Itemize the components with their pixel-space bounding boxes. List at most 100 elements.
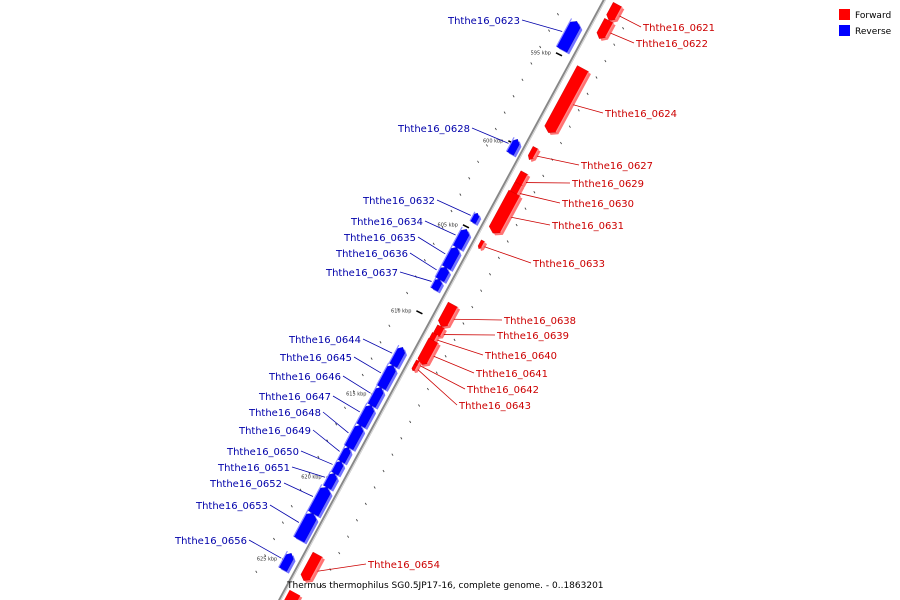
gene-feature-ththe16_0624[interactable]: [544, 65, 591, 135]
gene-highlight: [330, 459, 339, 472]
gene-label-ththe16_0645[interactable]: Ththe16_0645: [279, 353, 352, 364]
gene-label-ththe16_0634[interactable]: Ththe16_0634: [350, 217, 423, 228]
minor-tick: [364, 502, 367, 506]
minor-tick: [441, 226, 444, 229]
leader-line: [317, 563, 367, 572]
gene-label-ththe16_0630[interactable]: Ththe16_0630: [561, 199, 634, 210]
minor-tick: [361, 373, 364, 377]
leader-line: [409, 252, 437, 271]
gene-label-ththe16_0650[interactable]: Ththe16_0650: [226, 447, 299, 458]
gene-label-ththe16_0644[interactable]: Ththe16_0644: [288, 335, 361, 346]
leader-line: [399, 271, 432, 282]
gene-body: [355, 405, 375, 428]
gene-feature-ththe16_0644[interactable]: [388, 344, 407, 370]
legend: Forward Reverse: [839, 9, 892, 37]
gene-label-ththe16_0629[interactable]: Ththe16_0629: [571, 179, 644, 190]
gene-shadow: [480, 242, 488, 252]
gene-feature-ththe16_0632[interactable]: [469, 211, 482, 226]
minor-tick: [290, 504, 293, 508]
gene-feature-ththe16_0637[interactable]: [430, 277, 444, 294]
gene-label-ththe16_0638[interactable]: Ththe16_0638: [503, 316, 576, 327]
gene-highlight: [430, 277, 437, 288]
gene-label-ththe16_0652[interactable]: Ththe16_0652: [209, 479, 282, 490]
gene-feature-ththe16_0654[interactable]: [300, 551, 325, 583]
minor-tick: [494, 127, 497, 131]
minor-tick: [388, 324, 391, 328]
gene-label-ththe16_0628[interactable]: Ththe16_0628: [397, 124, 470, 135]
minor-tick: [400, 437, 403, 440]
minor-tick: [568, 125, 571, 128]
gene-label-ththe16_0656[interactable]: Ththe16_0656: [174, 536, 247, 547]
gene-label-ththe16_0643[interactable]: Ththe16_0643: [458, 401, 531, 412]
minor-tick: [515, 223, 518, 227]
leader-line: [424, 220, 456, 236]
tick-label: 620 kbp: [301, 474, 321, 480]
gene-feature-ththe16_0635[interactable]: [441, 244, 462, 272]
gene-shadow: [414, 366, 420, 374]
gene-label-ththe16_0648[interactable]: Ththe16_0648: [248, 408, 321, 419]
gene-label-ththe16_0653[interactable]: Ththe16_0653: [195, 501, 268, 512]
minor-tick-marks: [255, 12, 625, 588]
gene-feature-ththe16_0636[interactable]: [434, 264, 452, 284]
gene-highlight: [605, 22, 614, 38]
leader-line: [332, 395, 361, 413]
major-tick: [416, 310, 423, 315]
gene-feature-ththe16_0647[interactable]: [355, 402, 377, 430]
gene-feature-ththe16_0631[interactable]: [488, 189, 523, 236]
gene-label-ththe16_0642[interactable]: Ththe16_0642: [466, 385, 539, 396]
gene-highlight: [447, 307, 459, 326]
gene-feature-ththe16_0641[interactable]: [417, 337, 441, 367]
gene-label-ththe16_0636[interactable]: Ththe16_0636: [335, 249, 408, 260]
tick-label: 625 kbp: [257, 556, 277, 562]
gene-label-ththe16_0621[interactable]: Ththe16_0621: [642, 23, 715, 34]
gene-label-ththe16_0633[interactable]: Ththe16_0633: [532, 259, 605, 270]
gene-label-ththe16_0649[interactable]: Ththe16_0649: [238, 426, 311, 437]
gene-feature-ththe16_0621[interactable]: [606, 2, 625, 23]
gene-feature-ththe16_0633[interactable]: [477, 239, 488, 252]
leader-line: [471, 127, 509, 144]
minor-tick: [299, 488, 302, 492]
gene-feature-ththe16_0627[interactable]: [528, 146, 541, 162]
gene-body: [488, 189, 521, 234]
gene-body: [284, 589, 301, 600]
gene-label-ththe16_0623[interactable]: Ththe16_0623: [447, 16, 520, 27]
gene-feature-ththe16_0639[interactable]: [433, 324, 447, 339]
gene-feature-ththe16_0628[interactable]: [505, 137, 522, 158]
gene-highlight: [521, 174, 529, 186]
minor-tick: [382, 469, 385, 473]
legend-forward-label: Forward: [855, 11, 891, 21]
gene-label-ththe16_0622[interactable]: Ththe16_0622: [635, 39, 708, 50]
gene-label-ththe16_0641[interactable]: Ththe16_0641: [475, 369, 548, 380]
gene-label-ththe16_0632[interactable]: Ththe16_0632: [362, 196, 435, 207]
gene-feature-ththe16_0643[interactable]: [411, 363, 420, 374]
gene-feature-ththe16_0622[interactable]: [596, 18, 616, 41]
leader-line: [437, 339, 484, 356]
tick-label: 600 kbp: [483, 138, 503, 144]
gene-highlight: [451, 226, 463, 246]
minor-tick: [308, 472, 311, 475]
gene-label-ththe16_0631[interactable]: Ththe16_0631: [551, 221, 624, 232]
gene-feature-ththe16_0652[interactable]: [307, 484, 333, 519]
gene-feature-ththe16_0656[interactable]: [278, 550, 296, 574]
leader-line: [291, 466, 326, 478]
gene-feature-ththe16_0646[interactable]: [366, 384, 386, 410]
gene-label-ththe16_0635[interactable]: Ththe16_0635: [343, 233, 416, 244]
gene-label-ththe16_0637[interactable]: Ththe16_0637: [325, 268, 398, 279]
tick-label: 595 kbp: [531, 50, 551, 56]
gene-label-ththe16_0646[interactable]: Ththe16_0646: [268, 372, 341, 383]
gene-feature-ththe16_0638[interactable]: [438, 301, 461, 329]
gene-label-ththe16_0651[interactable]: Ththe16_0651: [217, 463, 290, 474]
gene-body: [441, 247, 460, 270]
gene-feature-ththe16_0623[interactable]: [555, 18, 583, 55]
gene-label-ththe16_0640[interactable]: Ththe16_0640: [484, 351, 557, 362]
gene-body: [506, 138, 520, 156]
minor-tick: [468, 176, 471, 180]
gene-label-ththe16_0654[interactable]: Ththe16_0654: [367, 560, 440, 571]
leader-line: [453, 318, 503, 321]
gene-label-ththe16_0639[interactable]: Ththe16_0639: [496, 331, 569, 342]
minor-tick: [556, 12, 559, 16]
gene-feature-ththe16_0653[interactable]: [293, 510, 319, 545]
gene-label-ththe16_0647[interactable]: Ththe16_0647: [258, 392, 331, 403]
gene-label-ththe16_0624[interactable]: Ththe16_0624: [604, 109, 677, 120]
gene-label-ththe16_0627[interactable]: Ththe16_0627: [580, 161, 653, 172]
